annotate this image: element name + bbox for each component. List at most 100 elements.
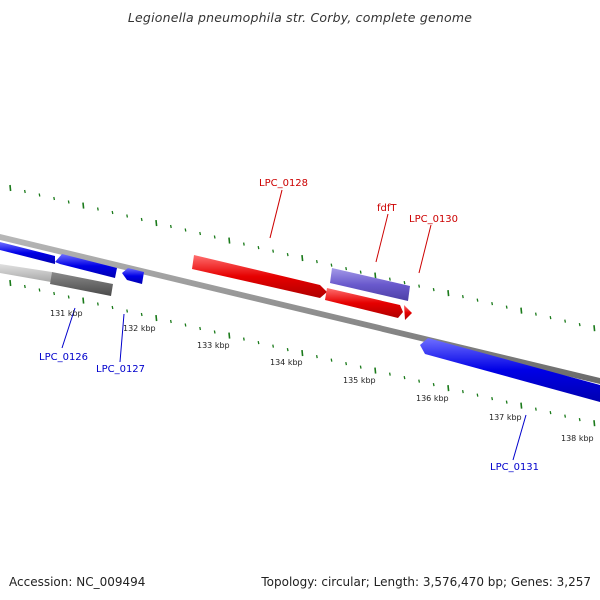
outer-tick-mark [564,319,567,323]
inner-tick-mark [155,314,158,322]
inner-tick-mark [432,382,435,387]
tick-label-136-kbp: 136 kbp [416,394,449,403]
outer-tick-mark [111,210,114,215]
gene-arrow-grey-1[interactable] [0,264,52,282]
outer-tick-mark [213,235,216,239]
outer-tick-mark [257,245,260,250]
outer-tick-mark [242,242,245,246]
outer-tick-mark [330,263,333,267]
outer-tick-mark [169,224,172,229]
outer-tick-mark [67,200,70,204]
gene-arrow-lpc-0131[interactable] [420,338,600,402]
outer-tick-mark [418,284,421,288]
gene-arrow-lpc-0127[interactable] [122,268,144,284]
outer-tick-mark [199,231,202,236]
inner-tick-mark [96,302,99,306]
inner-tick-mark [359,365,362,369]
gene-arrow-fdft[interactable] [330,268,410,301]
tick-label-138-kbp: 138 kbp [561,434,594,443]
gene-label-fdft[interactable]: fdfT [377,203,397,214]
inner-tick-mark [520,402,523,409]
outer-tick-mark [345,266,348,271]
inner-tick-mark [461,389,464,394]
outer-tick-mark [432,287,435,292]
outer-tick-mark [403,280,406,285]
inner-tick-mark [242,337,245,341]
inner-tick-mark [38,288,41,292]
inner-tick-mark [374,367,377,374]
inner-tick-mark [549,411,552,415]
outer-tick-mark [38,193,41,197]
inner-tick-mark [418,379,421,383]
outer-tick-mark [359,270,362,274]
inner-tick-mark [67,295,70,299]
leader-line-lpc-0128 [269,189,283,239]
outer-tick-mark [82,202,85,209]
inner-tick-mark [578,418,581,422]
inner-tick-mark [9,279,12,287]
inner-tick-mark [111,305,114,310]
inner-tick-mark [199,326,202,331]
inner-tick-mark [213,330,216,334]
outer-tick-mark [374,272,377,279]
gene-label-lpc-0126[interactable]: LPC_0126 [39,352,88,363]
gene-arrow-lpc-0128[interactable] [192,255,327,298]
outer-tick-mark [461,294,464,299]
outer-tick-mark [9,184,12,192]
tick-label-132-kbp: 132 kbp [123,324,156,333]
gene-arrow-lpc-0125[interactable] [0,242,55,264]
inner-tick-mark [447,385,450,392]
inner-tick-mark [82,297,85,304]
outer-tick-mark [549,316,552,320]
outer-tick-mark [228,237,231,244]
inner-tick-mark [126,309,129,313]
outer-tick-mark [184,228,187,232]
outer-tick-mark [23,189,26,194]
outer-tick-mark [286,252,289,257]
topology-text: Topology: circular; Length: 3,576,470 bp… [261,575,591,589]
outer-tick-mark [301,255,304,262]
gene-label-lpc-0127[interactable]: LPC_0127 [96,364,145,375]
tick-label-134-kbp: 134 kbp [270,358,303,367]
outer-tick-mark [315,259,318,264]
tick-label-133-kbp: 133 kbp [197,341,230,350]
inner-tick-mark [169,319,172,324]
leader-line-lpc-0130 [418,224,432,274]
outer-tick-mark [476,298,479,302]
outer-tick-mark [578,323,581,327]
inner-tick-mark [315,354,318,359]
outer-tick-mark [534,312,537,316]
inner-tick-mark [534,407,537,411]
gene-label-lpc-0130[interactable]: LPC_0130 [409,214,458,225]
outer-tick-mark [96,207,99,211]
gene-arrow-lpc-0130[interactable] [404,305,412,320]
tick-label-135-kbp: 135 kbp [343,376,376,385]
gene-label-lpc-0131[interactable]: LPC_0131 [490,462,539,473]
gene-arrow-fdft-part[interactable] [325,288,403,318]
inner-tick-mark [388,372,391,376]
outer-tick-mark [126,214,129,218]
inner-tick-mark [593,420,596,427]
outer-tick-mark [140,217,143,222]
gene-label-lpc-0128[interactable]: LPC_0128 [259,178,308,189]
leader-line-lpc-0131 [512,414,527,461]
gene-arrow-grey-2[interactable] [50,272,113,296]
inner-tick-mark [476,393,479,397]
outer-tick-mark [53,196,56,201]
outer-tick-mark [447,290,450,297]
outer-tick-mark [505,305,508,309]
inner-tick-mark [491,397,494,401]
outer-tick-mark [155,219,158,227]
outer-tick-mark [388,277,391,281]
inner-tick-mark [140,312,143,317]
inner-tick-mark [403,375,406,380]
inner-tick-mark [345,361,348,366]
inner-tick-mark [330,358,333,362]
outer-tick-mark [491,302,494,306]
inner-tick-row [9,279,596,427]
gene-arrow-lpc-0126[interactable] [55,254,117,278]
inner-tick-mark [23,284,26,289]
outer-tick-mark [520,307,523,314]
leader-line-fdft [375,213,389,263]
